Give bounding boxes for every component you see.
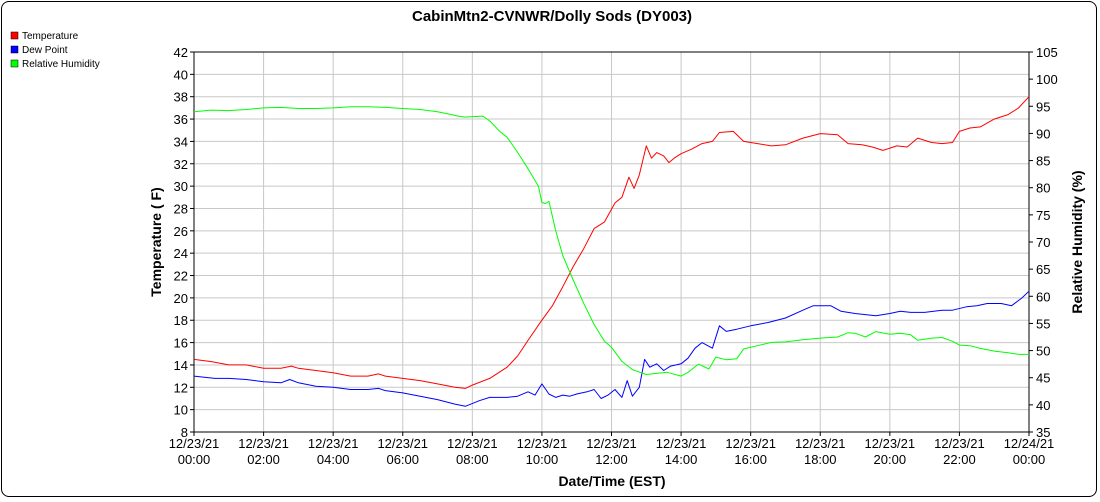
y-axis-right-label: Relative Humidity (%) (1069, 170, 1085, 313)
y-right-tick-label: 50 (1036, 344, 1050, 359)
x-tick-time: 10:00 (526, 452, 559, 467)
dew-point-line (193, 290, 1030, 407)
x-tick-date: 12/23/21 (725, 436, 776, 451)
x-tick-time: 14:00 (665, 452, 698, 467)
x-tick-date: 12/23/21 (517, 436, 568, 451)
y-left-tick-label: 28 (174, 201, 188, 216)
x-tick-time: 06:00 (386, 452, 419, 467)
legend-label-relative-humidity: Relative Humidity (22, 59, 100, 70)
y-right-tick-label: 40 (1036, 398, 1050, 413)
x-tick-date: 12/23/21 (169, 436, 220, 451)
temperature-line (193, 96, 1030, 389)
y-left-tick-label: 14 (174, 358, 188, 373)
x-tick-date: 12/23/21 (934, 436, 985, 451)
y-right-tick-label: 105 (1036, 45, 1058, 60)
legend-label-temperature: Temperature (22, 31, 79, 42)
y-right-tick-label: 60 (1036, 289, 1050, 304)
y-left-tick-label: 10 (174, 403, 188, 418)
x-tick-time: 00:00 (178, 452, 211, 467)
series-lines (193, 96, 1030, 407)
x-tick-time: 16:00 (734, 452, 767, 467)
y-left-tick-label: 18 (174, 313, 188, 328)
y-left-tick-label: 16 (174, 336, 188, 351)
x-tick-time: 22:00 (943, 452, 976, 467)
x-tick-time: 18:00 (804, 452, 837, 467)
y-right-tick-label: 75 (1036, 208, 1050, 223)
y-left-tick-label: 42 (174, 45, 188, 60)
x-tick-time: 12:00 (595, 452, 628, 467)
x-tick-date: 12/23/21 (238, 436, 289, 451)
x-tick-time: 00:00 (1013, 452, 1046, 467)
x-tick-date: 12/23/21 (308, 436, 359, 451)
y-right-tick-label: 85 (1036, 154, 1050, 169)
y-right-tick-label: 80 (1036, 181, 1050, 196)
x-tick-date: 12/23/21 (865, 436, 916, 451)
y-right-tick-label: 65 (1036, 262, 1050, 277)
legend-swatch-dew-point (10, 45, 19, 54)
x-tick-date: 12/23/21 (795, 436, 846, 451)
y-left-tick-label: 34 (174, 134, 188, 149)
y-left-tick-label: 40 (174, 67, 188, 82)
y-left-tick-label: 26 (174, 224, 188, 239)
legend-swatch-temperature (10, 31, 19, 40)
x-tick-date: 12/23/21 (447, 436, 498, 451)
x-tick-date: 12/23/21 (656, 436, 707, 451)
x-tick-date: 12/24/21 (1004, 436, 1055, 451)
y-left-tick-label: 30 (174, 179, 188, 194)
y-axis-left-label: Temperature ( F) (148, 187, 164, 296)
y-right-tick-label: 55 (1036, 316, 1050, 331)
legend: Temperature Dew Point Relative Humidity (10, 31, 100, 70)
y-left-tick-label: 12 (174, 380, 188, 395)
x-tick-time: 04:00 (317, 452, 350, 467)
y-right-tick-label: 70 (1036, 235, 1050, 250)
axis-ticks: 12/23/2100:0012/23/2102:0012/23/2104:001… (169, 45, 1058, 467)
y-right-tick-label: 90 (1036, 126, 1050, 141)
y-left-tick-label: 8 (181, 425, 188, 440)
y-left-tick-label: 36 (174, 112, 188, 127)
chart-title: CabinMtn2-CVNWR/Dolly Sods (DY003) (412, 8, 692, 25)
x-tick-time: 20:00 (874, 452, 907, 467)
y-right-tick-label: 95 (1036, 99, 1050, 114)
y-left-tick-label: 38 (174, 90, 188, 105)
y-left-tick-label: 22 (174, 269, 188, 284)
x-tick-date: 12/23/21 (377, 436, 428, 451)
y-right-tick-label: 100 (1036, 72, 1058, 87)
y-right-tick-label: 35 (1036, 425, 1050, 440)
y-right-tick-label: 45 (1036, 371, 1050, 386)
legend-label-dew-point: Dew Point (22, 45, 68, 56)
y-left-tick-label: 24 (174, 246, 188, 261)
y-left-tick-label: 20 (174, 291, 188, 306)
x-tick-time: 02:00 (247, 452, 280, 467)
relative-humidity-line (193, 106, 1029, 377)
x-axis-label: Date/Time (EST) (558, 473, 665, 489)
grid (193, 51, 1030, 433)
y-left-tick-label: 32 (174, 157, 188, 172)
x-tick-date: 12/23/21 (586, 436, 637, 451)
legend-swatch-relative-humidity (10, 59, 19, 68)
x-tick-time: 08:00 (456, 452, 489, 467)
